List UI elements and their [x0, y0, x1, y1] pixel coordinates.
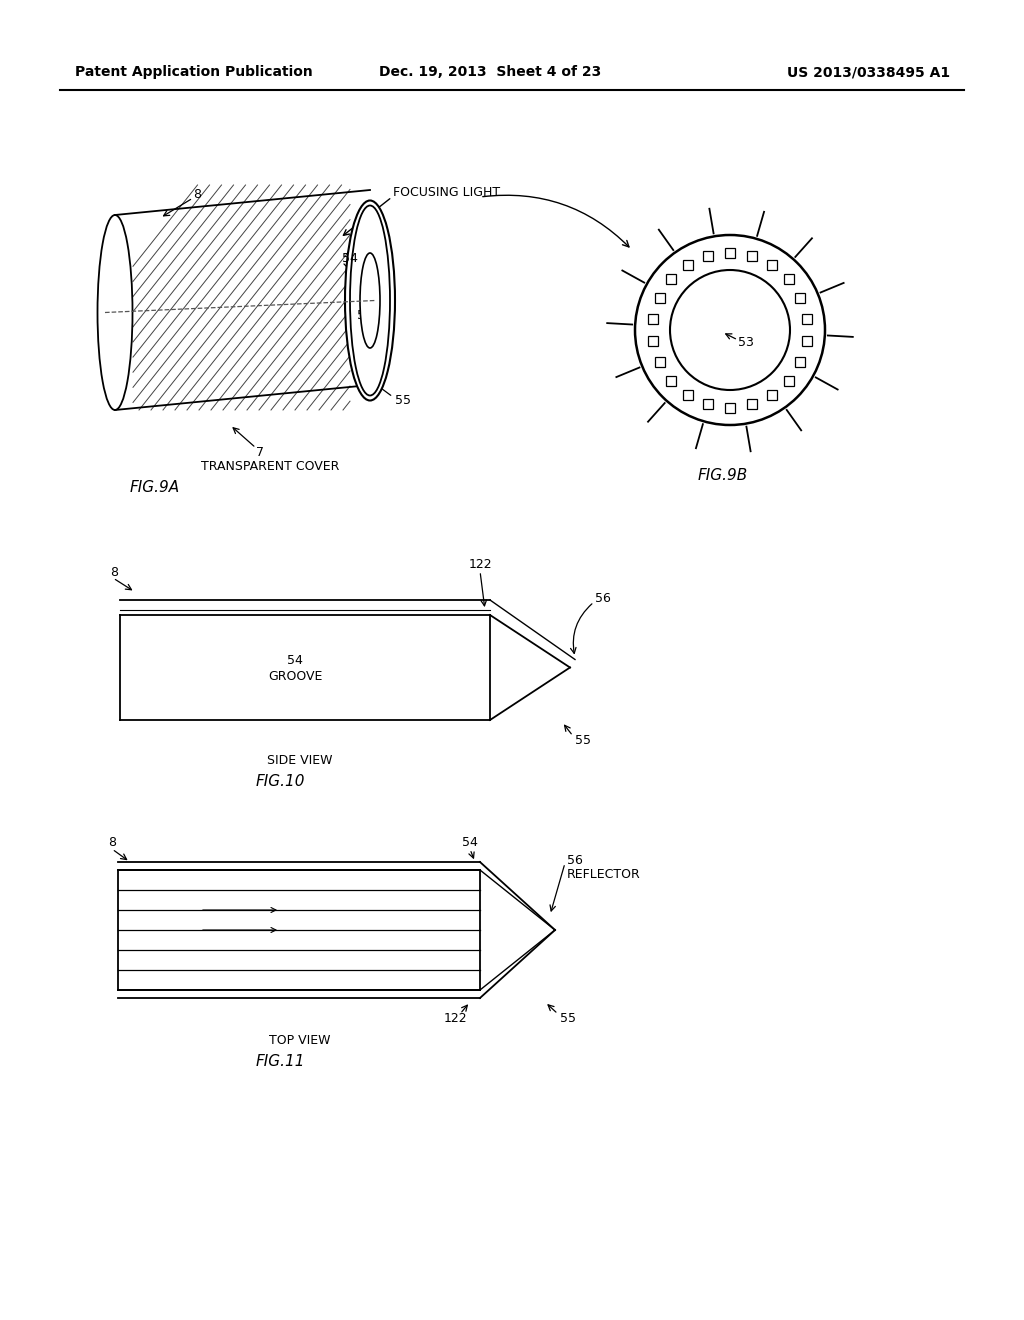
- Bar: [767, 391, 777, 400]
- Text: FIG.9A: FIG.9A: [130, 480, 180, 495]
- Bar: [667, 275, 677, 284]
- Bar: [796, 293, 806, 302]
- Bar: [802, 337, 812, 346]
- Text: 56: 56: [567, 854, 583, 866]
- Ellipse shape: [345, 201, 395, 400]
- Text: FIG.10: FIG.10: [255, 775, 305, 789]
- Text: Patent Application Publication: Patent Application Publication: [75, 65, 312, 79]
- Text: 56: 56: [595, 591, 611, 605]
- Text: 122: 122: [468, 558, 492, 572]
- Bar: [648, 314, 658, 323]
- Bar: [703, 400, 713, 409]
- Bar: [802, 314, 812, 323]
- Bar: [683, 391, 693, 400]
- Text: 53: 53: [357, 309, 373, 322]
- Bar: [667, 376, 677, 385]
- Text: 54: 54: [287, 653, 303, 667]
- Bar: [725, 403, 735, 412]
- Text: 54: 54: [342, 252, 357, 264]
- Bar: [115, 185, 370, 420]
- Bar: [703, 251, 713, 260]
- Bar: [746, 251, 757, 260]
- Bar: [796, 358, 806, 367]
- Text: 8: 8: [108, 837, 116, 850]
- Bar: [654, 293, 665, 302]
- Bar: [783, 275, 794, 284]
- Text: TOP VIEW: TOP VIEW: [269, 1034, 331, 1047]
- Text: 8: 8: [193, 189, 201, 202]
- Bar: [683, 260, 693, 269]
- Text: FIG.9B: FIG.9B: [698, 467, 749, 483]
- Text: Dec. 19, 2013  Sheet 4 of 23: Dec. 19, 2013 Sheet 4 of 23: [379, 65, 601, 79]
- Text: US 2013/0338495 A1: US 2013/0338495 A1: [786, 65, 950, 79]
- Text: FOCUSING LIGHT: FOCUSING LIGHT: [393, 186, 500, 199]
- Bar: [648, 337, 658, 346]
- Text: 55: 55: [395, 393, 411, 407]
- Text: 54: 54: [462, 837, 478, 850]
- Text: TRANSPARENT COVER: TRANSPARENT COVER: [201, 461, 339, 474]
- Bar: [746, 400, 757, 409]
- Bar: [783, 376, 794, 385]
- Bar: [767, 260, 777, 269]
- Ellipse shape: [97, 215, 132, 411]
- Text: GROOVE: GROOVE: [268, 669, 323, 682]
- Text: SIDE VIEW: SIDE VIEW: [267, 754, 333, 767]
- Text: 55: 55: [575, 734, 591, 747]
- Text: REFLECTOR: REFLECTOR: [567, 867, 641, 880]
- Text: 122: 122: [443, 1011, 467, 1024]
- Text: 55: 55: [560, 1011, 575, 1024]
- Text: 8: 8: [110, 566, 118, 579]
- Ellipse shape: [360, 253, 380, 348]
- Text: FIG.11: FIG.11: [255, 1055, 305, 1069]
- Bar: [654, 358, 665, 367]
- Text: 7: 7: [256, 446, 264, 458]
- Bar: [725, 248, 735, 257]
- Text: 53: 53: [738, 335, 754, 348]
